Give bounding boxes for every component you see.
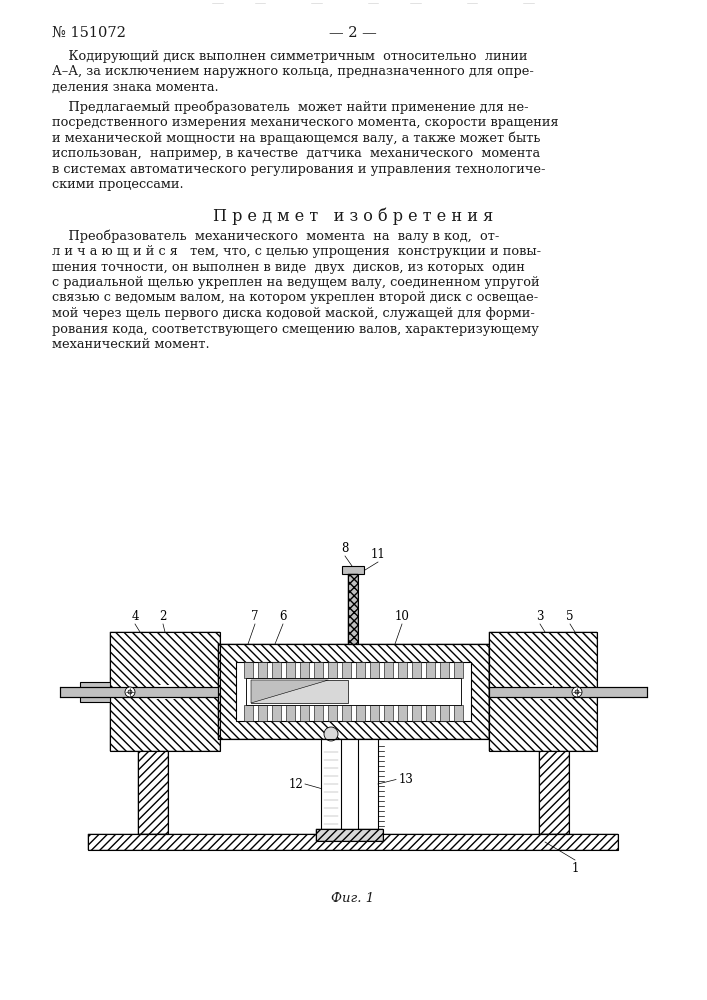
Circle shape [125, 687, 135, 697]
Text: Фиг. 1: Фиг. 1 [332, 892, 375, 905]
Text: и механической мощности на вращающемся валу, а также может быть: и механической мощности на вращающемся в… [52, 131, 540, 145]
Circle shape [572, 687, 582, 697]
Bar [412, 662, 421, 678]
Bar [440, 705, 449, 721]
Text: скими процессами.: скими процессами. [52, 178, 184, 191]
Bar [342, 662, 351, 678]
Circle shape [128, 690, 132, 694]
Bar [384, 705, 393, 721]
Bar [300, 662, 309, 678]
Text: — 2 —: — 2 — [329, 26, 377, 40]
Bar [370, 662, 379, 678]
Bar [398, 705, 407, 721]
Bar [356, 662, 365, 678]
Bar [251, 680, 348, 703]
Bar [426, 662, 435, 678]
Text: с радиальной щелью укреплен на ведущем валу, соединенном упругой: с радиальной щелью укреплен на ведущем в… [52, 276, 539, 289]
Bar [440, 662, 449, 678]
Bar [218, 644, 489, 739]
Bar [489, 687, 647, 697]
Text: 13: 13 [399, 773, 414, 786]
Bar [358, 739, 378, 829]
Bar [246, 678, 461, 705]
Text: связью с ведомым валом, на котором укреплен второй диск с освещае-: связью с ведомым валом, на котором укреп… [52, 292, 538, 304]
Bar [244, 662, 253, 678]
Bar [60, 687, 218, 697]
Bar [426, 705, 435, 721]
Bar [316, 829, 383, 841]
Text: 6: 6 [279, 609, 287, 622]
Bar [370, 705, 379, 721]
Text: использован,  например, в качестве  датчика  механического  момента: использован, например, в качестве датчик… [52, 147, 540, 160]
Text: 12: 12 [288, 778, 303, 790]
Bar [286, 705, 295, 721]
Bar [314, 705, 323, 721]
Bar [454, 662, 463, 678]
Bar [236, 662, 471, 721]
Text: мой через щель первого диска кодовой маской, служащей для форми-: мой через щель первого диска кодовой мас… [52, 307, 535, 320]
Text: А–А, за исключением наружного кольца, предназначенного для опре-: А–А, за исключением наружного кольца, пр… [52, 66, 534, 79]
Text: П р е д м е т   и з о б р е т е н и я: П р е д м е т и з о б р е т е н и я [213, 208, 493, 225]
Bar [110, 632, 220, 751]
Text: 10: 10 [395, 609, 409, 622]
Bar [356, 705, 365, 721]
Text: в системах автоматического регулирования и управления технологиче-: в системах автоматического регулирования… [52, 162, 546, 176]
Bar [88, 834, 618, 850]
Bar [88, 834, 618, 850]
Text: посредственного измерения механического момента, скорости вращения: посредственного измерения механического … [52, 116, 559, 129]
Bar [244, 705, 253, 721]
Text: 11: 11 [370, 548, 385, 560]
Text: рования кода, соответствующего смещению валов, характеризующему: рования кода, соответствующего смещению … [52, 322, 539, 336]
Text: 1: 1 [571, 861, 579, 874]
Bar [321, 739, 341, 829]
Text: № 151072: № 151072 [52, 26, 126, 40]
Bar [272, 705, 281, 721]
Bar [342, 566, 364, 574]
Bar [384, 662, 393, 678]
Text: механический момент.: механический момент. [52, 338, 209, 351]
Bar [348, 574, 358, 644]
Bar [489, 632, 597, 751]
Text: 4: 4 [132, 609, 139, 622]
Bar [218, 644, 489, 739]
Bar [348, 574, 358, 644]
Bar [80, 682, 110, 702]
Polygon shape [251, 680, 328, 703]
Bar [342, 705, 351, 721]
Bar [314, 662, 323, 678]
Bar [328, 662, 337, 678]
Text: 2: 2 [159, 609, 167, 622]
Bar [138, 739, 168, 834]
Circle shape [575, 690, 579, 694]
Bar [138, 739, 168, 834]
Bar [155, 685, 175, 699]
Bar [258, 662, 267, 678]
Bar [539, 739, 569, 834]
Bar [533, 685, 553, 699]
Text: Кодирующий диск выполнен симметричным  относительно  линии: Кодирующий диск выполнен симметричным от… [52, 50, 527, 63]
Text: 7: 7 [251, 609, 259, 622]
Bar [110, 632, 220, 751]
Bar [300, 705, 309, 721]
Bar [489, 632, 597, 751]
Text: 3: 3 [536, 609, 544, 622]
Bar [316, 829, 383, 841]
Text: Преобразователь  механического  момента  на  валу в код,  от-: Преобразователь механического момента на… [52, 230, 499, 243]
Bar [398, 662, 407, 678]
Bar [286, 662, 295, 678]
Circle shape [324, 727, 338, 741]
Bar [454, 705, 463, 721]
Text: деления знака момента.: деления знака момента. [52, 81, 218, 94]
Bar [328, 705, 337, 721]
Text: 8: 8 [341, 542, 349, 554]
Text: Предлагаемый преобразователь  может найти применение для не-: Предлагаемый преобразователь может найти… [52, 101, 529, 114]
Bar [412, 705, 421, 721]
Bar [539, 739, 569, 834]
Text: 5: 5 [566, 609, 574, 622]
Text: шения точности, он выполнен в виде  двух  дисков, из которых  один: шения точности, он выполнен в виде двух … [52, 260, 525, 273]
Text: л и ч а ю щ и й с я   тем, что, с целью упрощения  конструкции и повы-: л и ч а ю щ и й с я тем, что, с целью уп… [52, 245, 541, 258]
Bar [272, 662, 281, 678]
Bar [258, 705, 267, 721]
